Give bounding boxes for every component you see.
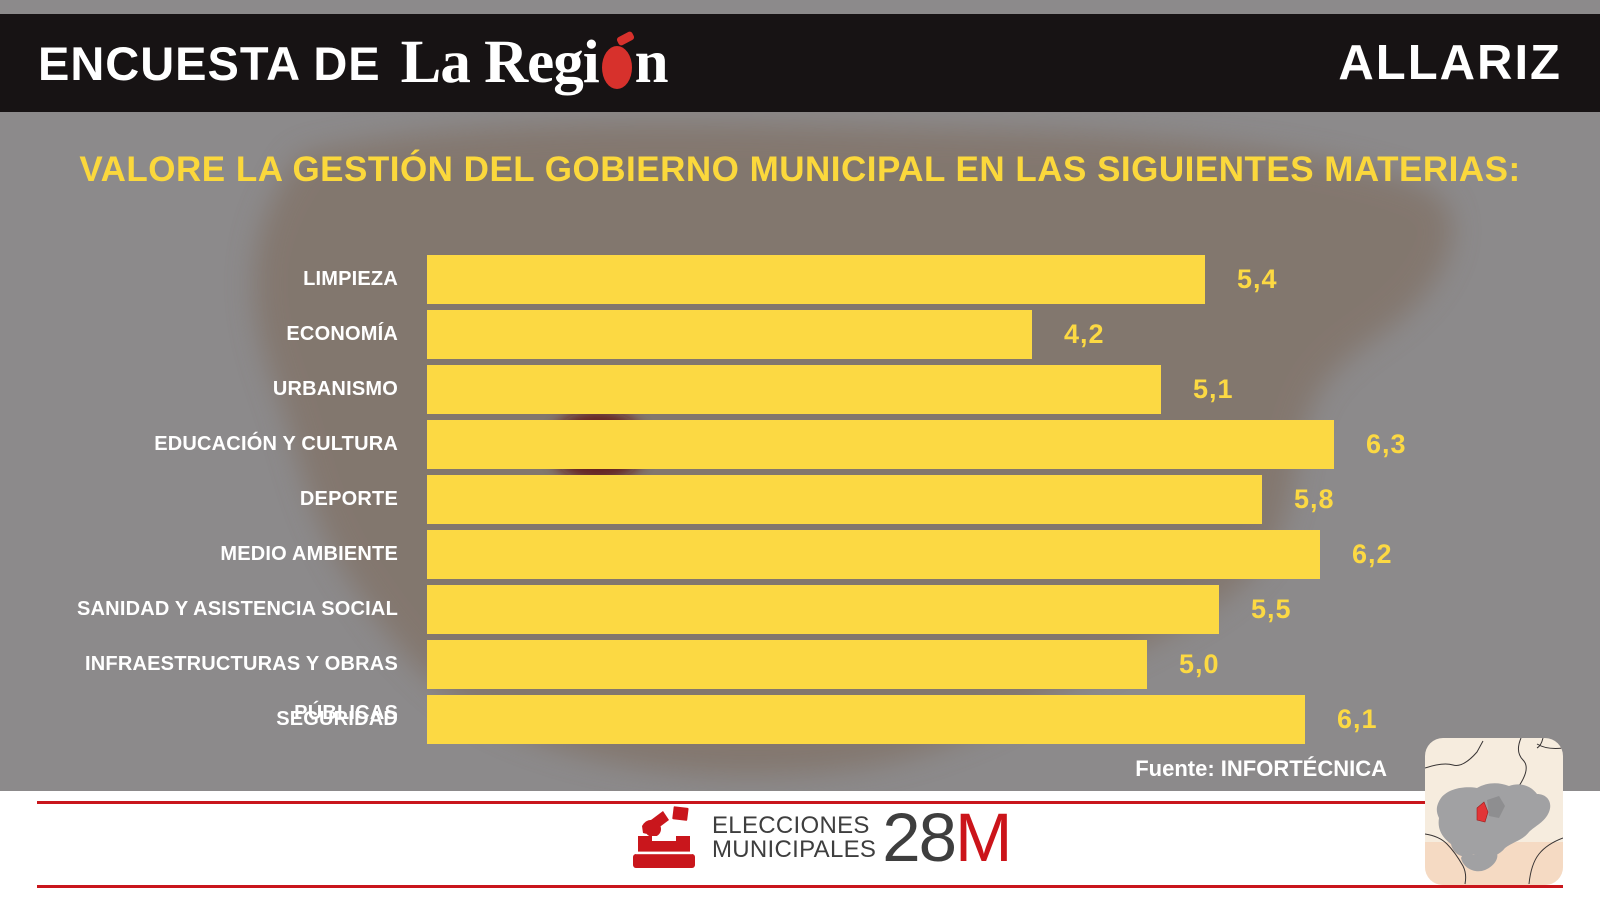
bar-row: LIMPIEZA 5,4 xyxy=(0,255,1600,304)
bar-chart: LIMPIEZA 5,4 ECONOMÍA 4,2 URBANISMO 5,1 EDUCAC… xyxy=(0,255,1600,750)
value-bar xyxy=(427,365,1161,414)
value-bar xyxy=(427,475,1262,524)
value-label: 6,2 xyxy=(1352,539,1393,569)
ballot-box-icon xyxy=(633,806,695,868)
bar-row: INFRAESTRUCTURAS Y OBRAS PÚBLICAS 5,0 xyxy=(0,640,1600,724)
value-label: 6,1 xyxy=(1337,704,1378,734)
value-bar xyxy=(427,255,1205,304)
map-province-south-lobe xyxy=(1461,850,1498,872)
value-label: 5,5 xyxy=(1251,594,1292,624)
category-label: EDUCACIÓN Y CULTURA xyxy=(154,433,398,455)
header-bar: ENCUESTA DE La Regi n ALLARIZ xyxy=(0,14,1600,112)
source-note: Fuente: INFORTÉCNICA xyxy=(1135,756,1387,781)
elections-line1: ELECCIONES xyxy=(712,812,870,839)
bar-row: URBANISMO 5,1 xyxy=(0,365,1600,414)
category-label: ECONOMÍA xyxy=(286,323,398,345)
elections-text: ELECCIONES MUNICIPALES xyxy=(712,814,876,862)
category-label: DEPORTE xyxy=(299,488,398,510)
value-bar xyxy=(427,585,1219,634)
category-label: URBANISMO xyxy=(272,378,398,400)
logo-text-left: La Regi xyxy=(400,29,600,96)
value-bar xyxy=(427,695,1305,744)
locator-map-thumbnail xyxy=(1425,738,1563,885)
value-bar xyxy=(427,640,1147,689)
value-bar xyxy=(427,310,1032,359)
bar-row: DEPORTE 5,8 xyxy=(0,475,1600,524)
map-highlight-allariz xyxy=(1476,801,1489,823)
header-left-lockup: ENCUESTA DE La Regi n xyxy=(38,28,669,98)
footer-rule-bottom xyxy=(37,885,1563,888)
map-province-shape xyxy=(1436,783,1551,858)
value-bar xyxy=(427,530,1320,579)
logo-red-o-icon xyxy=(601,46,632,89)
value-label: 5,1 xyxy=(1193,374,1234,404)
value-bar xyxy=(427,420,1334,469)
value-label: 5,0 xyxy=(1179,649,1220,679)
election-date-letter: M xyxy=(954,799,1013,876)
elections-lockup: ELECCIONES MUNICIPALES 28M xyxy=(630,803,1012,872)
bar-row: MEDIO AMBIENTE 6,2 xyxy=(0,530,1600,579)
category-label: MEDIO AMBIENTE xyxy=(220,543,398,565)
footer-band: ELECCIONES MUNICIPALES 28M xyxy=(0,791,1600,900)
elections-line2: MUNICIPALES xyxy=(712,836,877,863)
category-label: SEGURIDAD xyxy=(276,708,398,730)
bar-row: SANIDAD Y ASISTENCIA SOCIAL 5,5 xyxy=(0,585,1600,634)
map-neighbor-municipality xyxy=(1487,796,1505,818)
municipality-title: ALLARIZ xyxy=(1338,36,1562,90)
chart-title: VALORE LA GESTIÓN DEL GOBIERNO MUNICIPAL… xyxy=(79,150,1521,189)
bar-row: SEGURIDAD 6,1 xyxy=(0,695,1600,744)
survey-label: ENCUESTA DE xyxy=(38,36,381,90)
category-label: LIMPIEZA xyxy=(303,268,398,290)
bar-row: EDUCACIÓN Y CULTURA 6,3 xyxy=(0,420,1600,469)
footer-rule-top xyxy=(37,801,1563,804)
value-label: 4,2 xyxy=(1064,319,1105,349)
value-label: 5,4 xyxy=(1237,264,1278,294)
category-label: INFRAESTRUCTURAS Y OBRAS PÚBLICAS xyxy=(85,653,398,724)
election-date-number: 28 xyxy=(882,799,957,876)
value-label: 6,3 xyxy=(1366,429,1407,459)
la-region-logo: La Regi n xyxy=(400,28,669,98)
logo-text-right: n xyxy=(634,29,669,96)
value-label: 5,8 xyxy=(1294,484,1335,514)
category-label: SANIDAD Y ASISTENCIA SOCIAL xyxy=(77,598,398,620)
bar-row: ECONOMÍA 4,2 xyxy=(0,310,1600,359)
election-date: 28M xyxy=(882,803,1012,872)
